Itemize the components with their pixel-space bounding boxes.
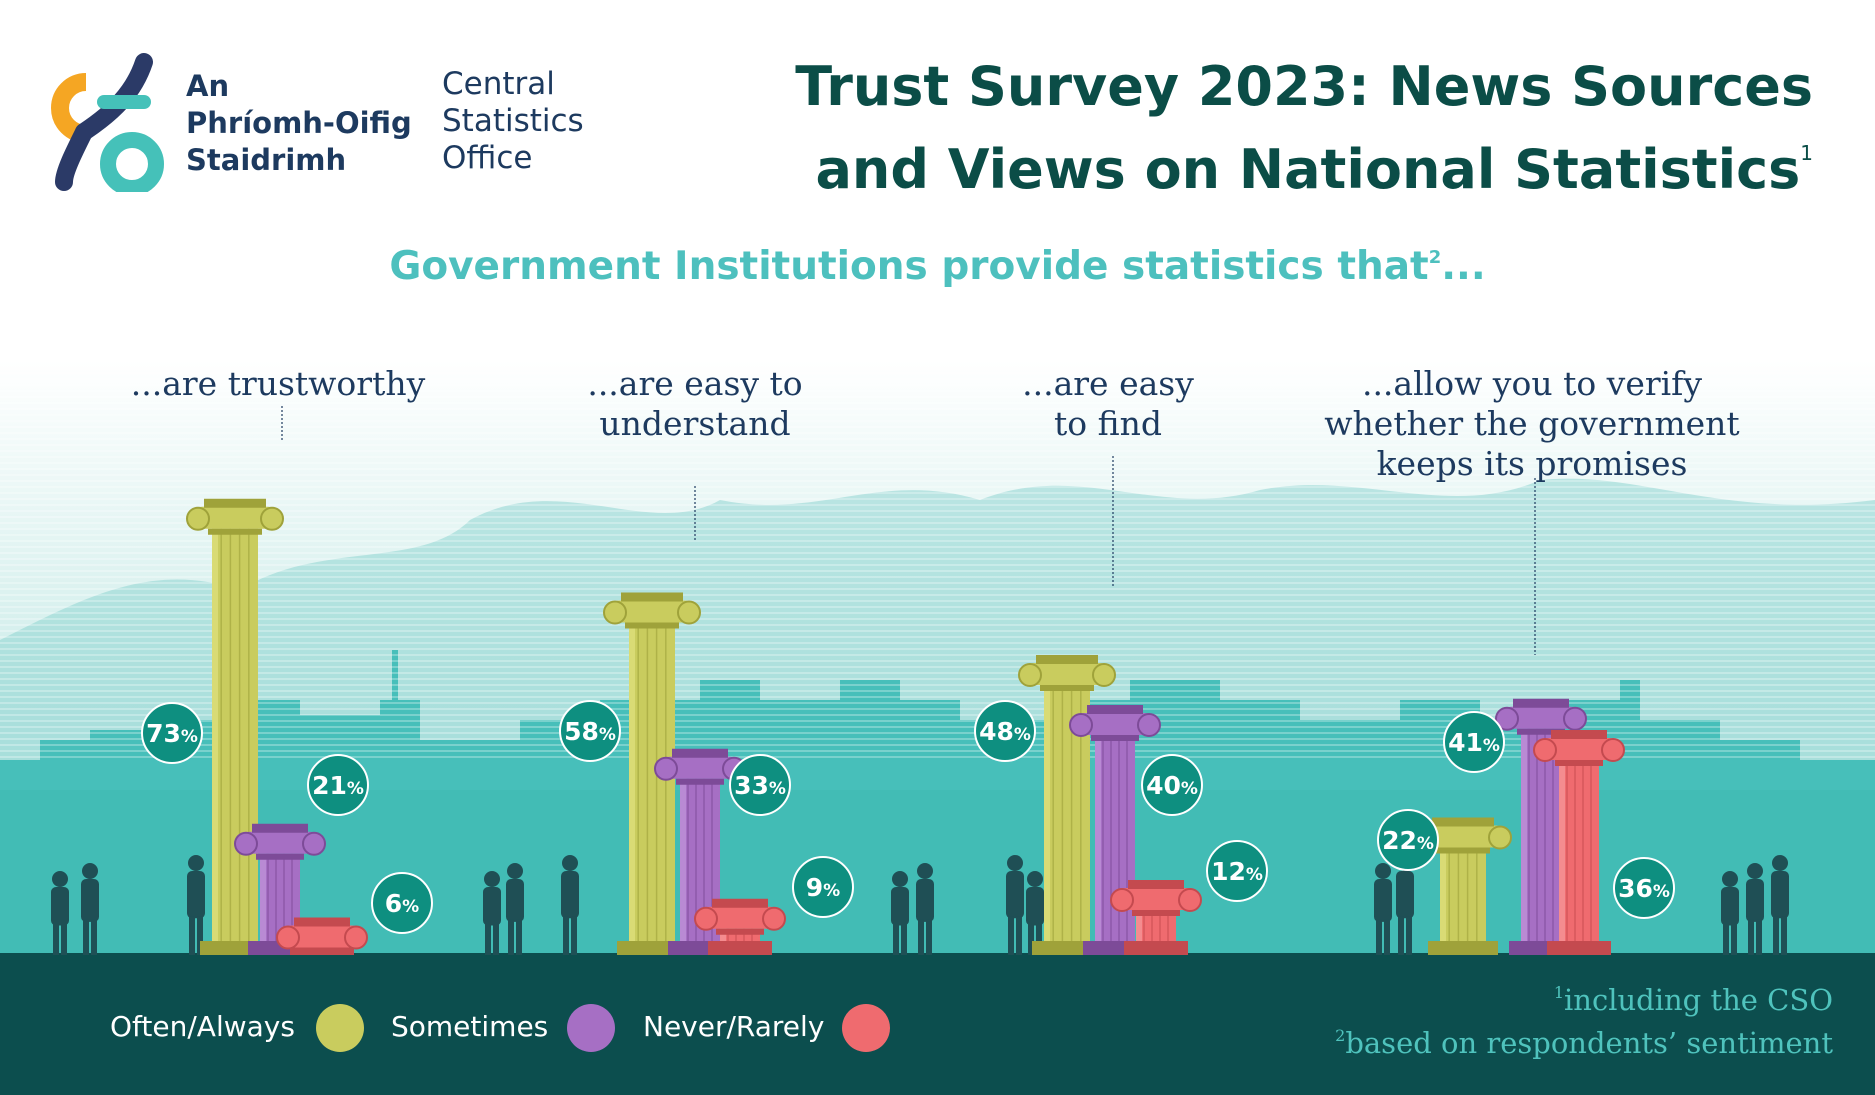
column-never-rarely-1 <box>276 917 368 955</box>
logo-english-line2: Statistics <box>442 103 584 139</box>
category-label-line: to find <box>1053 404 1162 443</box>
footnote-1-text: including the CSO <box>1564 983 1833 1017</box>
footnote-2-text: based on respondents’ sentiment <box>1345 1026 1833 1060</box>
subtitle-footnote-mark: 2 <box>1428 247 1442 268</box>
subtitle-ellipsis: ... <box>1441 244 1486 289</box>
category-label-line: ...are easy to <box>587 364 803 403</box>
stripe-overlay <box>0 360 1875 760</box>
column-sometimes-1 <box>234 823 326 955</box>
person-silhouette <box>1721 871 1739 955</box>
value-label: 6% <box>385 889 419 918</box>
logo-irish-line1: An <box>186 69 230 103</box>
person-silhouette <box>1006 855 1024 955</box>
value-badge: 58% <box>559 700 621 762</box>
logo-irish-line2: Phríomh-Oifig <box>186 106 412 140</box>
person-silhouette <box>561 855 579 955</box>
person-silhouette <box>187 855 205 955</box>
value-label: 40% <box>1146 771 1198 800</box>
value-label: 22% <box>1382 826 1434 855</box>
person-silhouette <box>916 863 934 955</box>
footer-band <box>0 953 1875 1095</box>
category-label-1: ...are trustworthy <box>58 364 498 404</box>
category-label-4: ...allow you to verify whether the govern… <box>1312 364 1752 484</box>
person-silhouette <box>1746 863 1764 955</box>
footnote-2-mark: 2 <box>1335 1026 1346 1045</box>
page-title: Trust Survey 2023: News Sources and View… <box>795 54 1813 203</box>
column-never-rarely-4 <box>1533 730 1625 955</box>
value-label: 48% <box>979 717 1031 746</box>
legend-swatch-often <box>316 1004 364 1052</box>
person-silhouette <box>51 871 69 955</box>
category-label-3: ...are easy to find <box>888 364 1328 444</box>
logo-english-line1: Central <box>442 66 555 102</box>
legend-swatch-sometimes <box>567 1004 615 1052</box>
legend-label-never: Never/Rarely <box>643 1010 825 1043</box>
category-label-2: ...are easy to understand <box>475 364 915 444</box>
person-silhouette <box>483 871 501 955</box>
value-label: 33% <box>734 771 786 800</box>
chart-subtitle: Government Institutions provide statisti… <box>0 244 1875 289</box>
legend-label-sometimes: Sometimes <box>391 1010 549 1043</box>
legend-swatch-never <box>842 1004 890 1052</box>
value-badge: 36% <box>1613 857 1675 919</box>
value-badge: 22% <box>1377 809 1439 871</box>
value-badge: 33% <box>729 754 791 816</box>
title-line2-wrap: and Views on National Statistics1 <box>795 120 1813 203</box>
person-silhouette <box>506 863 524 955</box>
category-label-line: keeps its promises <box>1376 444 1688 483</box>
value-badge: 41% <box>1443 711 1505 773</box>
column-sometimes-4 <box>1495 698 1587 955</box>
category-label-line: understand <box>599 404 791 443</box>
category-label-line: whether the government <box>1324 404 1740 443</box>
logo-english-line3: Office <box>442 140 533 176</box>
person-silhouette <box>81 863 99 955</box>
person-silhouette <box>891 871 909 955</box>
logo-irish-line3: Staidrimh <box>186 143 347 177</box>
title-line2: and Views on National Statistics <box>815 138 1801 201</box>
title-line1: Trust Survey 2023: News Sources <box>795 55 1813 118</box>
column-never-rarely-3 <box>1110 880 1202 955</box>
cso-logo-mark <box>51 53 164 192</box>
value-badge: 40% <box>1141 754 1203 816</box>
value-badge: 21% <box>307 754 369 816</box>
category-label-line: ...are easy <box>1022 364 1194 403</box>
value-label: 73% <box>146 719 198 748</box>
title-footnote-mark: 1 <box>1800 141 1813 165</box>
value-label: 58% <box>564 717 616 746</box>
legend-label-often: Often/Always <box>110 1010 295 1043</box>
category-label-line: ...allow you to verify <box>1361 364 1703 403</box>
subtitle-text: Government Institutions provide statisti… <box>389 244 1429 289</box>
value-badge: 6% <box>371 872 433 934</box>
footnote-1: 1including the CSO <box>1554 983 1833 1017</box>
person-silhouette <box>1374 863 1392 955</box>
value-badge: 73% <box>141 702 203 764</box>
person-silhouette <box>1026 871 1044 955</box>
value-badge: 12% <box>1206 840 1268 902</box>
footnote-2: 2based on respondents’ sentiment <box>1335 1026 1833 1060</box>
column-often-always-4 <box>1414 817 1512 955</box>
category-label-line: ...are trustworthy <box>130 364 426 403</box>
person-silhouette <box>1771 855 1789 955</box>
value-label: 9% <box>806 873 840 902</box>
value-label: 12% <box>1211 857 1263 886</box>
value-badge: 9% <box>792 856 854 918</box>
value-badge: 48% <box>974 700 1036 762</box>
column-often-always-2 <box>603 592 701 955</box>
footnote-1-mark: 1 <box>1553 983 1564 1002</box>
value-label: 36% <box>1618 874 1670 903</box>
value-label: 41% <box>1448 728 1500 757</box>
column-never-rarely-2 <box>694 898 786 955</box>
value-label: 21% <box>312 771 364 800</box>
